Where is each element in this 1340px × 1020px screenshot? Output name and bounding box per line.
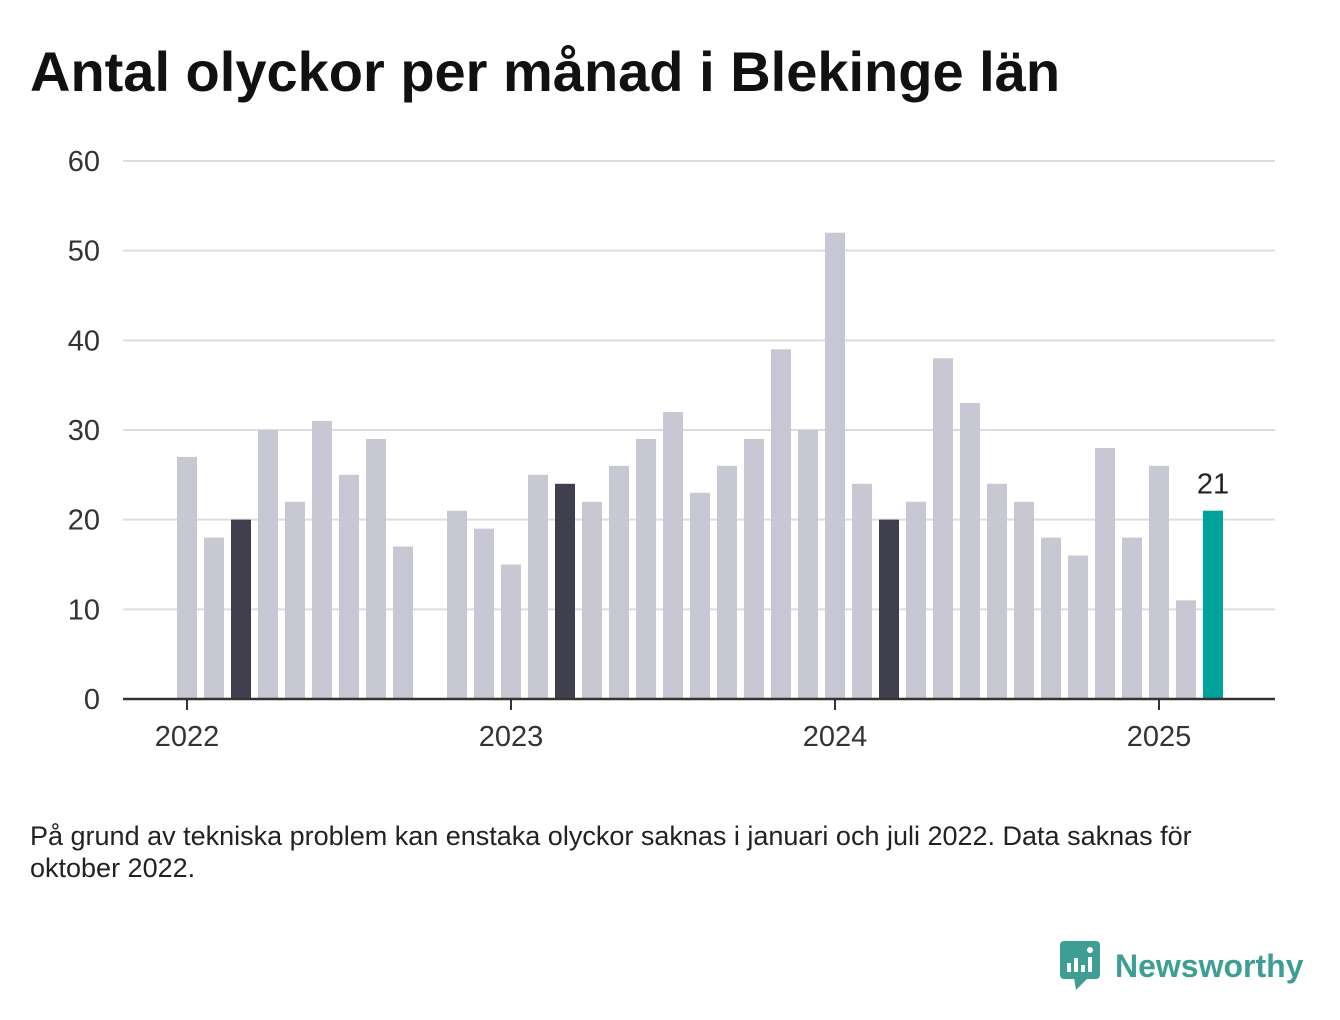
bar-2022-09 — [393, 546, 413, 699]
x-tick-label-2022: 2022 — [155, 721, 220, 753]
data-labels: 21 — [1197, 469, 1229, 501]
bar-2024-05 — [933, 358, 953, 699]
bar-2023-05 — [609, 465, 629, 699]
y-tick-label-60: 60 — [68, 146, 100, 178]
newsworthy-logo: Newsworthy — [1060, 940, 1303, 992]
bar-2022-12 — [474, 528, 494, 699]
bar-2023-06 — [636, 438, 656, 699]
bar-2024-04 — [906, 501, 926, 699]
bar-2024-10 — [1068, 555, 1088, 699]
y-axis-labels: 0 10 20 30 40 50 60 — [68, 146, 100, 716]
newsworthy-logo-icon — [1060, 941, 1100, 990]
bar-2024-12 — [1122, 537, 1142, 699]
bar-2023-01 — [501, 564, 521, 699]
bar-2023-03 — [555, 483, 575, 699]
x-tick-label-2025: 2025 — [1127, 721, 1192, 753]
bar-chart: 2022 2023 2024 2025 0 10 20 30 40 50 60 21 — [68, 146, 1275, 753]
bars — [177, 232, 1223, 699]
y-tick-label-0: 0 — [84, 684, 100, 716]
bar-2023-07 — [663, 412, 683, 699]
bar-2024-09 — [1041, 537, 1061, 699]
bar-2024-07 — [987, 483, 1007, 699]
bar-2023-10 — [744, 438, 764, 699]
bar-2025-03 — [1203, 510, 1223, 699]
bar-2022-01 — [177, 456, 197, 699]
bar-2022-04 — [258, 430, 278, 699]
footnote: På grund av tekniska problem kan enstaka… — [30, 821, 1192, 883]
bar-2024-01 — [825, 232, 845, 699]
y-tick-label-10: 10 — [68, 594, 100, 626]
chart-title: Antal olyckor per månad i Blekinge län — [30, 40, 1061, 103]
bar-2022-03 — [231, 519, 251, 699]
bar-2022-02 — [204, 537, 224, 699]
y-tick-label-30: 30 — [68, 415, 100, 447]
bar-2024-02 — [852, 483, 872, 699]
bar-2024-06 — [960, 403, 980, 699]
x-tick-label-2024: 2024 — [803, 721, 868, 753]
bar-2023-09 — [717, 465, 737, 699]
bar-2022-08 — [366, 438, 386, 699]
bar-2024-08 — [1014, 501, 1034, 699]
y-tick-label-20: 20 — [68, 505, 100, 537]
bar-2024-11 — [1095, 447, 1115, 699]
bar-2022-05 — [285, 501, 305, 699]
bar-2023-08 — [690, 492, 710, 699]
x-axis: 2022 2023 2024 2025 — [123, 697, 1275, 753]
x-tick-label-2023: 2023 — [479, 721, 544, 753]
bar-2025-02 — [1176, 600, 1196, 699]
bar-2023-11 — [771, 349, 791, 699]
bar-2024-03 — [879, 519, 899, 699]
bar-2023-12 — [798, 430, 818, 699]
y-tick-label-40: 40 — [68, 325, 100, 357]
bar-2022-07 — [339, 474, 359, 699]
bar-2023-04 — [582, 501, 602, 699]
bar-2025-01 — [1149, 465, 1169, 699]
y-tick-label-50: 50 — [68, 236, 100, 268]
logo-text: Newsworthy — [1115, 947, 1304, 984]
bar-2022-06 — [312, 421, 332, 699]
bar-2022-11 — [447, 510, 467, 699]
data-label-2025-03: 21 — [1197, 469, 1229, 501]
bar-2023-02 — [528, 474, 548, 699]
